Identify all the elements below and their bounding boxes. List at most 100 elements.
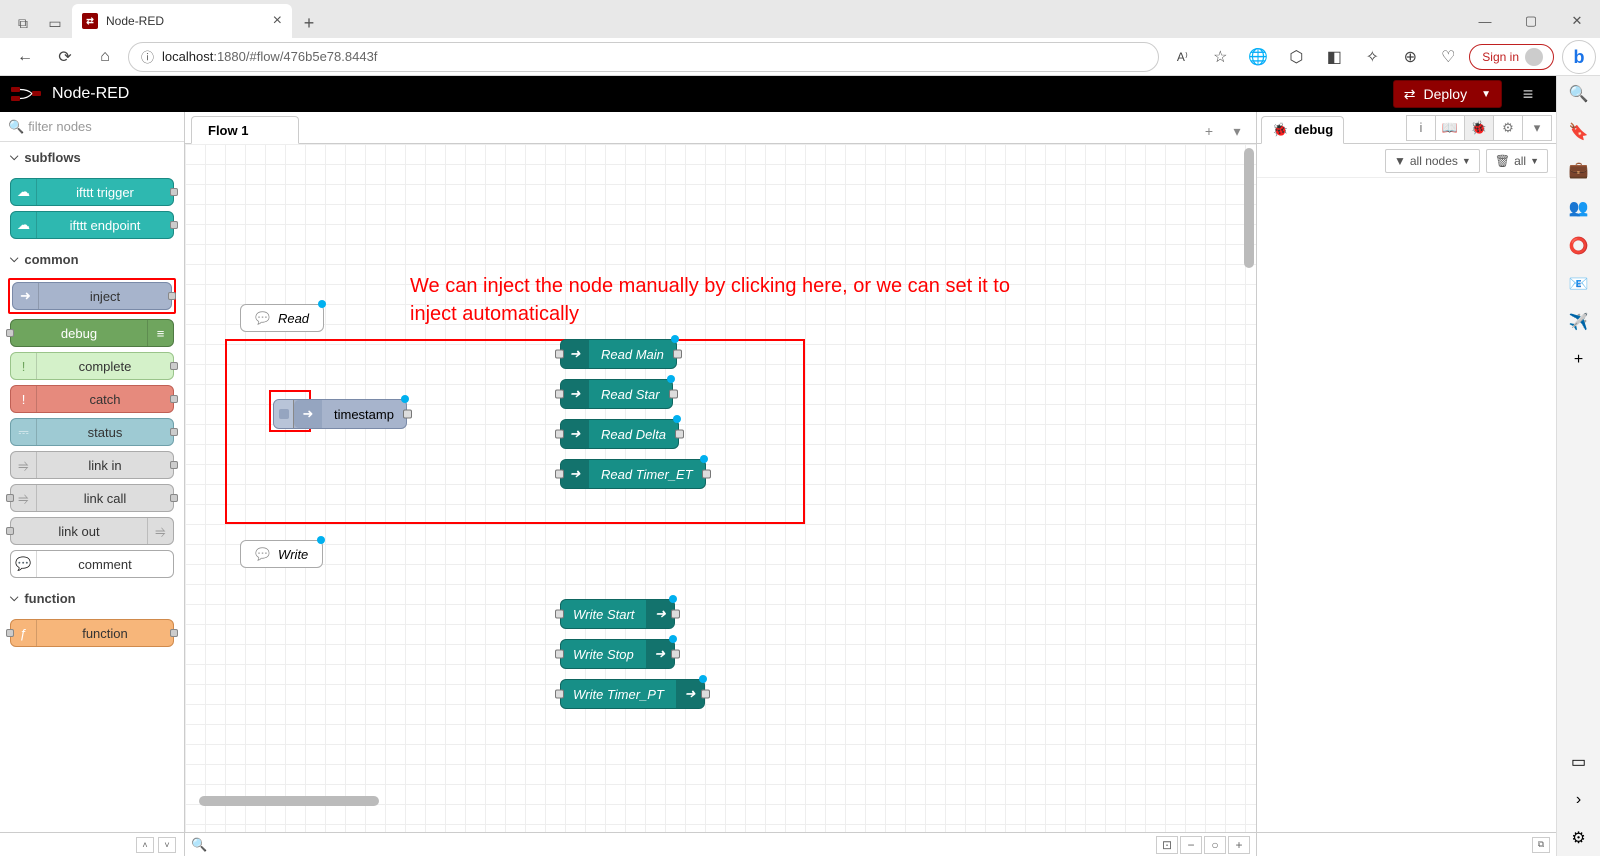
palette-filter-input[interactable]: 🔍 filter nodes [0,112,184,142]
comment-read[interactable]: Read [240,304,324,332]
edge-sidebar: 🔍 🔖 💼 👥 ⭕ 📧 ✈️ + ▭ › ⚙ [1556,76,1600,856]
window-controls: — ▢ ✕ [1462,4,1600,38]
favorite-icon[interactable]: ☆ [1203,42,1237,72]
sidebar-help-button[interactable]: 📖 [1435,115,1465,141]
sidebar-tabs: 🐞 debug i 📖 🐞 ⚙ ▾ [1257,112,1556,144]
palette-node-function[interactable]: ƒ function [10,619,174,647]
hscrollbar[interactable] [199,796,379,806]
site-info-icon[interactable]: ⓘ [141,47,154,66]
workspaces-icon[interactable]: ⧉ [8,8,38,38]
palette-up-button[interactable]: ˄ [136,837,154,853]
palette-node-debug[interactable]: debug ≡ [10,319,174,347]
send-sidebar-icon[interactable]: ✈️ [1567,310,1591,334]
games-sidebar-icon[interactable]: 👥 [1567,196,1591,220]
sidebar-info-button[interactable]: i [1406,115,1436,141]
category-common[interactable]: common [0,244,184,275]
search-sidebar-icon[interactable]: 🔍 [1567,82,1591,106]
tab-actions-icon[interactable]: ▭ [40,8,70,38]
new-tab-button[interactable]: + [294,8,324,38]
exclaim-icon: ! [11,386,37,412]
debug-clear-button[interactable]: 🗑 all ▼ [1486,149,1548,173]
canvas[interactable]: We can inject the node manually by click… [185,144,1256,832]
settings-sidebar-icon[interactable]: ⚙ [1567,826,1591,850]
node-read-timer-et[interactable]: ➜ Read Timer_ET [560,459,706,489]
palette-down-button[interactable]: ˅ [158,837,176,853]
back-button[interactable]: ← [8,42,42,72]
palette-node-link-call[interactable]: ⥤ link call [10,484,174,512]
node-read-delta[interactable]: ➜ Read Delta [560,419,679,449]
palette-node-ifttt-endpoint[interactable]: ☁ ifttt endpoint [10,211,174,239]
node-timestamp[interactable]: ➜ timestamp [273,399,407,429]
extension-icon[interactable]: ⬡ [1279,42,1313,72]
browser-tab[interactable]: ⇄ Node-RED × [72,4,292,38]
deploy-caret-icon[interactable]: ▼ [1481,89,1491,100]
palette-node-catch[interactable]: ! catch [10,385,174,413]
node-write-start[interactable]: Write Start ➜ [560,599,675,629]
tools-sidebar-icon[interactable]: 💼 [1567,158,1591,182]
debug-open-button[interactable]: ⧉ [1532,837,1550,853]
zoom-in-button[interactable]: + [1228,836,1250,854]
palette-node-inject[interactable]: ➜ inject [12,282,172,310]
arrow-right-icon: ➜ [294,400,322,428]
pulse-icon: ⎓ [11,419,37,445]
node-read-star[interactable]: ➜ Read Star [560,379,673,409]
footer-search-icon[interactable]: 🔍 [191,837,207,853]
flow-tab[interactable]: Flow 1 [191,116,299,144]
sidebar-config-button[interactable]: ⚙ [1493,115,1523,141]
minimize-button[interactable]: — [1462,4,1508,38]
add-flow-button[interactable]: + [1196,119,1222,143]
collections-icon[interactable]: ⊕ [1393,42,1427,72]
url-input[interactable]: ⓘ localhost:1880/#flow/476b5e78.8443f [128,42,1159,72]
shopping-sidebar-icon[interactable]: 🔖 [1567,120,1591,144]
arrow-icon: ➜ [561,340,589,368]
category-function[interactable]: function [0,583,184,614]
palette-node-status[interactable]: ⎓ status [10,418,174,446]
category-subflows[interactable]: subflows [0,142,184,173]
vscrollbar[interactable] [1244,148,1254,268]
split-icon[interactable]: ◧ [1317,42,1351,72]
office-sidebar-icon[interactable]: ⭕ [1567,234,1591,258]
favorites-icon[interactable]: ✧ [1355,42,1389,72]
add-sidebar-icon[interactable]: + [1567,348,1591,372]
tab-close-icon[interactable]: × [273,12,282,30]
palette-node-comment[interactable]: 💬 comment [10,550,174,578]
debug-tab[interactable]: 🐞 debug [1261,116,1344,144]
palette-node-link-out[interactable]: link out ⥤ [10,517,174,545]
flow-menu-button[interactable]: ▾ [1224,119,1250,143]
sidebar-more-button[interactable]: ▾ [1522,115,1552,141]
node-read-main[interactable]: ➜ Read Main [560,339,677,369]
nav-button[interactable]: ⊡ [1156,836,1178,854]
idm-icon[interactable]: 🌐 [1241,42,1275,72]
comment-write[interactable]: Write [240,540,323,568]
comment-icon: 💬 [11,551,37,577]
palette-node-link-in[interactable]: ⥤ link in [10,451,174,479]
menu-button[interactable]: ≡ [1510,80,1546,108]
link-in-icon: ⥤ [11,452,37,478]
inject-trigger-button[interactable] [274,400,294,428]
deploy-button[interactable]: ⇄ Deploy ▼ [1393,80,1502,108]
close-window-button[interactable]: ✕ [1554,4,1600,38]
home-button[interactable]: ⌂ [88,42,122,72]
hide-sidebar-icon[interactable]: ▭ [1567,750,1591,774]
performance-icon[interactable]: ♡ [1431,42,1465,72]
read-aloud-icon[interactable]: A⁾ [1165,42,1199,72]
zoom-out-button[interactable]: − [1180,836,1202,854]
sidebar-debug-button[interactable]: 🐞 [1464,115,1494,141]
refresh-button[interactable]: ⟳ [48,42,82,72]
debug-body [1257,178,1556,832]
maximize-button[interactable]: ▢ [1508,4,1554,38]
collapse-sidebar-icon[interactable]: › [1567,788,1591,812]
workspace: Flow 1 + ▾ We can inj [185,112,1256,856]
palette-node-complete[interactable]: ! complete [10,352,174,380]
debug-filter-button[interactable]: ▼ all nodes ▼ [1385,149,1480,173]
zoom-reset-button[interactable]: ○ [1204,836,1226,854]
node-write-timer-pt[interactable]: Write Timer_PT ➜ [560,679,705,709]
signin-button[interactable]: Sign in [1469,44,1554,70]
bing-button[interactable]: b [1562,40,1596,74]
logo-icon [10,85,42,103]
palette-node-ifttt-trigger[interactable]: ☁ ifttt trigger [10,178,174,206]
tab-title: Node-RED [106,14,164,28]
arrow-icon: ➜ [646,600,674,628]
node-write-stop[interactable]: Write Stop ➜ [560,639,675,669]
outlook-sidebar-icon[interactable]: 📧 [1567,272,1591,296]
